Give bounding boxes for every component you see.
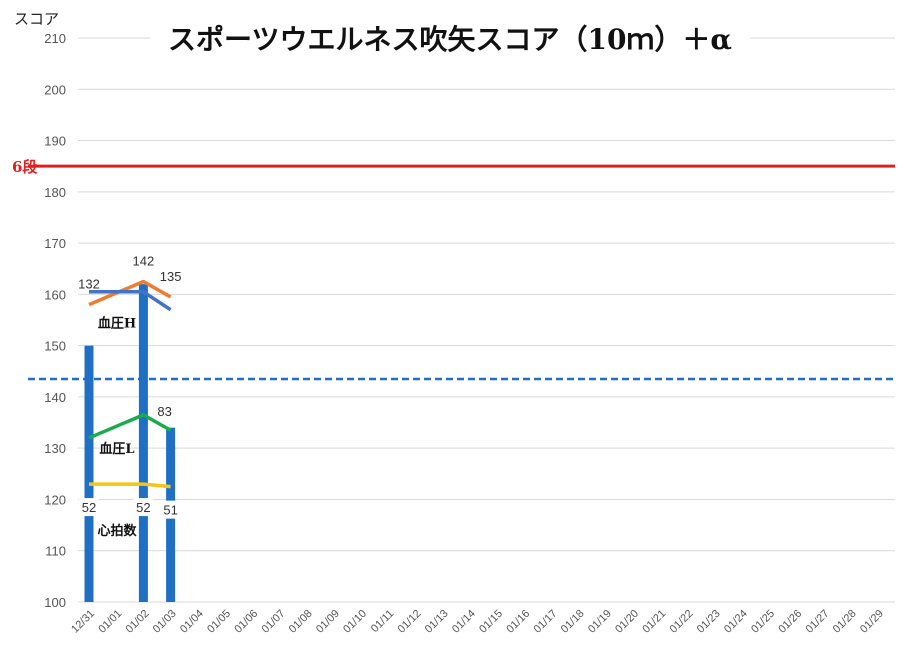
data-label: 83 xyxy=(157,404,171,419)
data-label: 135 xyxy=(160,269,182,284)
x-tick-label: 01/01 xyxy=(96,608,124,636)
series-name-label: 血圧H xyxy=(98,316,136,332)
x-tick-label: 01/22 xyxy=(668,608,696,636)
x-tick-label: 01/15 xyxy=(477,608,505,636)
y-tick-label: 130 xyxy=(44,441,66,456)
series-line xyxy=(88,413,172,440)
data-label-background xyxy=(79,498,99,517)
x-tick-label: 01/04 xyxy=(178,608,206,636)
x-tick-label: 01/10 xyxy=(341,608,369,636)
series-line xyxy=(88,279,172,307)
x-tick-label: 01/24 xyxy=(722,608,750,636)
chart-title: スポーツウエルネス吹矢スコア（10ｍ）＋α xyxy=(168,23,732,56)
data-label: 142 xyxy=(133,254,155,269)
y-tick-label: 140 xyxy=(44,390,66,405)
bar xyxy=(138,284,148,602)
data-label: 52 xyxy=(82,500,96,515)
reference-line-label: 6段 xyxy=(12,158,37,176)
y-tick-label: 170 xyxy=(44,236,66,251)
y-axis-label: スコア xyxy=(14,10,60,28)
data-label: 132 xyxy=(78,277,100,292)
y-tick-label: 210 xyxy=(44,31,66,46)
x-tick-label: 01/08 xyxy=(287,608,315,636)
x-tick-label: 01/27 xyxy=(804,608,832,636)
y-tick-label: 150 xyxy=(44,339,66,354)
x-tick-label: 01/17 xyxy=(532,608,560,636)
series-line xyxy=(89,290,172,312)
x-tick-label: 01/13 xyxy=(423,608,451,636)
x-tick-label: 01/19 xyxy=(586,608,614,636)
x-tick-label: 01/06 xyxy=(232,608,260,636)
data-label: 52 xyxy=(136,500,150,515)
data-label-background xyxy=(133,498,154,517)
x-tick-label: 01/12 xyxy=(396,608,424,636)
x-tick-label: 01/20 xyxy=(613,608,641,636)
x-tick-label: 01/05 xyxy=(205,608,233,636)
x-tick-label: 01/18 xyxy=(559,608,587,636)
x-tick-label: 01/07 xyxy=(260,608,288,636)
y-tick-label: 110 xyxy=(45,544,66,559)
x-tick-label: 01/23 xyxy=(695,608,723,636)
x-tick-label: 01/21 xyxy=(640,608,668,636)
title-background xyxy=(150,14,750,60)
x-tick-label: 01/02 xyxy=(124,608,152,636)
series-line xyxy=(89,482,171,489)
series-name-label: 心拍数 xyxy=(97,523,137,539)
y-tick-label: 120 xyxy=(44,492,66,507)
x-tick-label: 01/09 xyxy=(314,608,342,636)
y-tick-label: 200 xyxy=(44,82,66,97)
x-tick-label: 01/16 xyxy=(504,608,532,636)
x-tick-label: 01/14 xyxy=(450,608,478,636)
x-tick-label: 12/31 xyxy=(69,608,97,636)
y-tick-label: 180 xyxy=(44,185,66,200)
x-tick-label: 01/28 xyxy=(831,608,859,636)
y-tick-label: 160 xyxy=(44,287,66,302)
series-name-label: 血圧L xyxy=(99,441,134,457)
data-label-background xyxy=(160,500,181,519)
x-tick-label: 01/11 xyxy=(369,608,396,635)
x-tick-label: 01/26 xyxy=(776,608,804,636)
x-tick-label: 01/25 xyxy=(749,608,777,636)
x-tick-label: 01/03 xyxy=(151,608,179,636)
bar xyxy=(84,345,94,602)
data-label: 51 xyxy=(163,503,177,518)
y-tick-label: 190 xyxy=(44,134,66,149)
x-tick-label: 01/29 xyxy=(858,608,886,636)
y-tick-label: 100 xyxy=(44,595,66,610)
